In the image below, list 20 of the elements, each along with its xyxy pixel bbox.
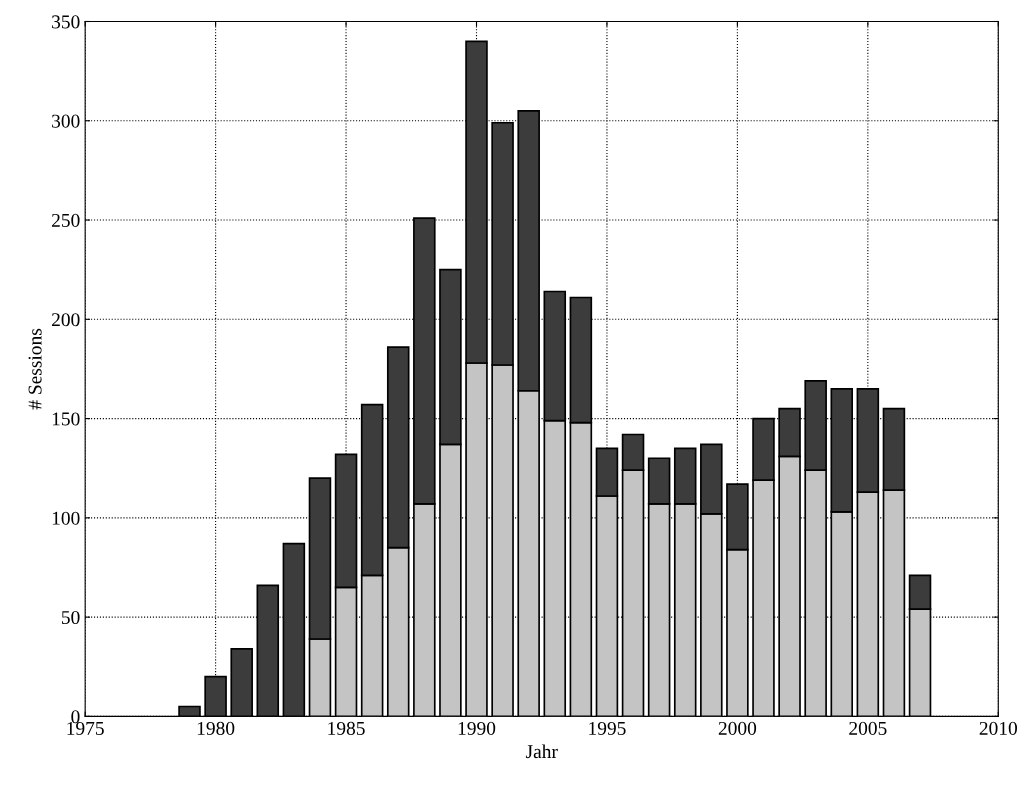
- x-tick-label: 1980: [197, 721, 235, 735]
- y-tick-label: 200: [51, 313, 80, 327]
- y-tick-label: 50: [61, 610, 80, 625]
- x-axis-title: Jahr: [525, 744, 558, 759]
- y-tick-label: 300: [52, 114, 80, 128]
- y-tick-label: 100: [52, 511, 80, 525]
- x-tick-label: 1995: [589, 721, 626, 735]
- x-tick-label: 2000: [718, 721, 757, 735]
- bar: [178, 705, 201, 717]
- y-tick-label: 150: [52, 412, 80, 426]
- bar: [230, 648, 253, 717]
- x-tick-label: 2005: [849, 721, 887, 735]
- y-tick-label: 0: [71, 710, 80, 724]
- x-tick-label: 2010: [979, 721, 1017, 735]
- x-tick-label: 1985: [328, 721, 365, 735]
- x-tick-label: 1975: [67, 721, 104, 735]
- y-axis-title: # Sessions: [28, 328, 42, 410]
- y-tick-label: 350: [52, 15, 80, 29]
- x-tick-label: 1990: [458, 721, 496, 735]
- y-tick-label: 250: [51, 213, 80, 227]
